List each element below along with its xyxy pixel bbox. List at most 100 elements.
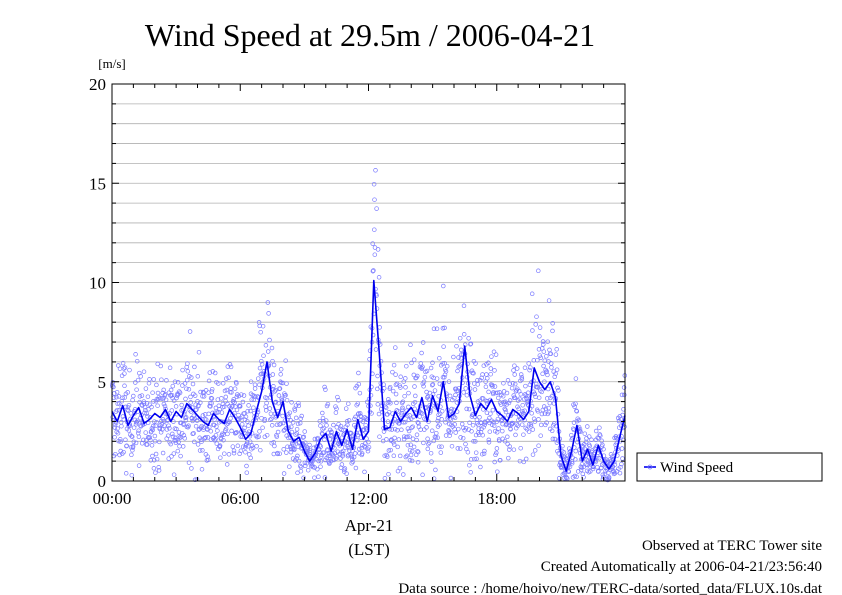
data-point (212, 417, 217, 422)
data-point (548, 351, 554, 357)
data-point (166, 423, 171, 428)
data-point (588, 469, 593, 474)
data-point (528, 422, 534, 427)
data-point (401, 420, 406, 425)
data-point (318, 464, 323, 469)
data-point (440, 326, 446, 331)
data-point (539, 389, 544, 395)
data-point (161, 387, 166, 393)
data-point (186, 460, 192, 465)
data-point (437, 422, 442, 427)
data-point (399, 427, 404, 433)
data-point (209, 396, 215, 401)
data-point (189, 375, 194, 380)
data-point (131, 425, 137, 430)
data-point (186, 387, 192, 392)
data-point (593, 428, 599, 434)
data-point (139, 393, 145, 398)
data-point (467, 462, 472, 468)
data-point (122, 371, 127, 376)
data-point (442, 325, 447, 331)
data-point (162, 403, 168, 409)
data-point (203, 417, 209, 422)
data-point (463, 386, 468, 391)
data-point (405, 434, 410, 440)
data-point (543, 422, 548, 428)
x-tick-label: 00:00 (93, 489, 132, 508)
data-point (461, 303, 467, 309)
data-point (217, 407, 222, 412)
data-point (322, 475, 328, 480)
data-point (261, 353, 266, 358)
data-point (232, 386, 238, 391)
data-point (195, 374, 201, 379)
data-point (242, 425, 247, 431)
data-point (278, 367, 284, 372)
data-point (532, 448, 538, 453)
data-point (455, 368, 460, 374)
y-tick-label: 20 (89, 75, 106, 94)
data-point (391, 362, 397, 368)
data-point (234, 430, 239, 435)
data-point (486, 389, 491, 395)
data-point (574, 408, 579, 414)
data-point (394, 400, 399, 406)
data-point (353, 414, 358, 420)
data-point (495, 469, 500, 474)
data-point (415, 459, 421, 465)
data-point (372, 227, 377, 232)
data-point (158, 430, 164, 435)
data-point (397, 453, 403, 459)
data-point (435, 418, 440, 424)
data-point (325, 401, 331, 407)
data-point (340, 448, 346, 454)
data-point (529, 291, 535, 297)
data-point (595, 464, 600, 470)
data-point (420, 472, 425, 478)
data-point (257, 365, 263, 371)
data-point (241, 393, 247, 398)
data-point (177, 390, 183, 396)
data-point (530, 427, 536, 432)
data-point (284, 381, 289, 386)
data-point (505, 441, 510, 447)
data-point (341, 467, 347, 472)
data-point (414, 437, 419, 443)
data-point (168, 441, 173, 447)
data-point (366, 403, 371, 409)
data-point (126, 408, 131, 413)
data-point (344, 471, 349, 476)
data-point (183, 396, 188, 402)
data-point (444, 363, 450, 369)
data-point (320, 410, 325, 416)
data-point (619, 392, 625, 398)
data-point (119, 373, 125, 379)
data-point (421, 384, 426, 389)
data-point (617, 470, 623, 476)
data-point (129, 434, 135, 439)
data-point (406, 390, 411, 396)
data-point (302, 440, 308, 445)
data-point (537, 334, 542, 339)
data-point (485, 376, 490, 381)
data-point (271, 362, 277, 368)
data-point (207, 400, 213, 406)
data-point (285, 444, 290, 449)
data-point (209, 389, 214, 394)
data-point (322, 437, 327, 443)
data-point (347, 448, 352, 453)
data-point (549, 365, 554, 370)
data-point (403, 376, 408, 381)
data-point (119, 423, 124, 429)
data-point (318, 423, 323, 428)
data-point (279, 380, 284, 386)
data-point (411, 444, 417, 450)
data-point (544, 420, 549, 425)
data-point (323, 418, 329, 423)
data-point (430, 382, 436, 387)
data-point (538, 422, 544, 428)
data-point (150, 423, 156, 429)
data-point (224, 387, 230, 393)
data-point (547, 400, 553, 406)
data-point (464, 406, 469, 412)
